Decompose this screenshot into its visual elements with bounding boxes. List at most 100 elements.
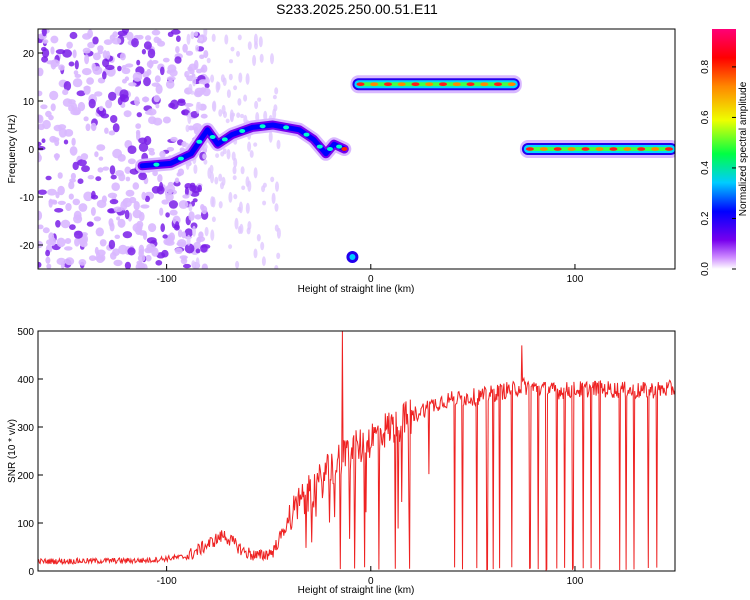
noise-blob	[274, 87, 279, 95]
y-tick-label: -10	[20, 193, 35, 204]
noise-blob	[104, 127, 109, 134]
noise-blob	[243, 114, 248, 125]
noise-blob	[102, 166, 110, 171]
spectrogram-xlabel: Height of straight line (km)	[298, 284, 415, 295]
noise-blob	[68, 193, 74, 200]
noise-blob	[188, 211, 195, 222]
noise-blob	[165, 80, 175, 89]
noise-blob	[254, 41, 258, 50]
noise-blob	[38, 67, 44, 77]
noise-blob	[166, 147, 175, 152]
noise-blob	[88, 98, 96, 109]
noise-blob	[69, 224, 76, 231]
noise-blob	[66, 41, 73, 49]
noise-blob	[162, 116, 171, 124]
noise-blob	[109, 34, 116, 41]
noise-blob	[184, 228, 193, 238]
noise-blob	[162, 57, 170, 63]
noise-blob	[122, 231, 133, 239]
lower-band-peak	[581, 147, 590, 151]
noise-blob	[237, 226, 242, 234]
noise-blob	[210, 229, 215, 241]
noise-blob	[128, 196, 137, 204]
noise-blob	[143, 135, 152, 146]
noise-blob	[72, 49, 77, 59]
noise-blob	[114, 234, 121, 239]
noise-blob	[136, 112, 142, 118]
noise-blob	[221, 104, 226, 115]
trace-peak	[153, 162, 160, 167]
noise-blob	[110, 115, 118, 123]
colorbar-tick-label: 0.8	[700, 60, 711, 74]
noise-blob	[138, 142, 149, 152]
figure-title: S233.2025.250.00.51.E11	[276, 1, 438, 17]
noise-blob	[276, 139, 281, 150]
noise-blob	[247, 221, 252, 231]
noise-blob	[145, 110, 153, 115]
noise-blob	[52, 137, 60, 142]
noise-blob	[55, 220, 61, 228]
upper-band-peak	[507, 82, 516, 86]
noise-blob	[83, 191, 93, 202]
noise-blob	[177, 100, 186, 106]
upper-band-peak	[370, 82, 379, 86]
noise-blob	[161, 249, 169, 258]
noise-blob	[102, 50, 108, 59]
noise-blob	[62, 89, 69, 96]
noise-blob	[197, 184, 203, 193]
noise-blob	[58, 64, 65, 71]
noise-blob	[177, 229, 183, 238]
noise-blob	[96, 144, 106, 151]
noise-blob	[63, 139, 69, 145]
noise-blob	[124, 76, 130, 81]
noise-blob	[159, 207, 164, 216]
noise-blob	[195, 257, 200, 269]
noise-blob	[181, 256, 187, 262]
snr-series-line	[38, 331, 675, 571]
noise-blob	[73, 210, 82, 221]
noise-blob	[141, 48, 146, 55]
noise-blob	[247, 41, 252, 50]
noise-blob	[228, 244, 233, 250]
upper-band-peak	[494, 82, 502, 86]
noise-blob	[262, 200, 267, 206]
noise-blob	[57, 185, 65, 196]
noise-blob	[169, 209, 178, 216]
noise-blob	[41, 46, 47, 52]
upper-band-peak	[356, 82, 365, 86]
noise-blob	[198, 79, 208, 85]
noise-blob	[198, 231, 204, 239]
noise-blob	[57, 200, 66, 205]
y-tick-label: 0	[28, 567, 34, 578]
noise-blob	[125, 176, 131, 182]
noise-blob	[96, 199, 107, 209]
noise-blob	[99, 105, 104, 111]
noise-blob	[226, 149, 231, 160]
noise-blob	[68, 61, 75, 67]
noise-blob	[196, 237, 202, 244]
noise-blob	[92, 36, 99, 45]
noise-blob	[132, 209, 142, 219]
lower-band-peak	[539, 147, 548, 151]
noise-blob	[136, 34, 144, 40]
noise-blob	[232, 175, 237, 181]
noise-blob	[88, 255, 97, 261]
noise-blob	[145, 254, 152, 262]
snr-axes: -100 0 100 0 100 200 300 400 500	[17, 327, 583, 587]
noise-blob	[50, 59, 60, 68]
noise-blob	[57, 124, 67, 130]
noise-blob	[184, 103, 194, 107]
noise-blob	[193, 59, 199, 70]
noise-blob	[247, 141, 252, 152]
noise-blob	[170, 136, 178, 142]
x-tick-label: 0	[368, 274, 374, 285]
lower-band-peak	[651, 147, 660, 151]
noise-blob	[159, 150, 166, 158]
noise-blob	[81, 165, 90, 173]
upper-band-peak	[439, 82, 447, 86]
noise-blob	[73, 230, 83, 239]
noise-blob	[232, 166, 237, 175]
noise-blob	[142, 71, 150, 78]
noise-blob	[234, 217, 239, 230]
